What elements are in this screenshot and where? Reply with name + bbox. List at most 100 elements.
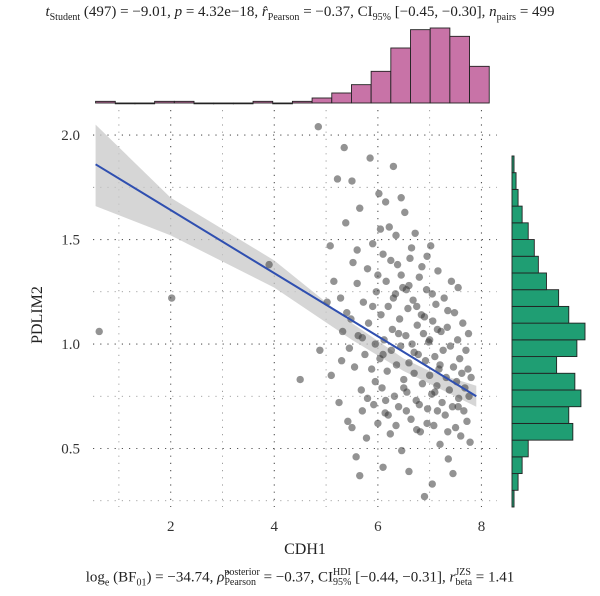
scatter-point: [377, 311, 385, 319]
marginal-y-bar: [511, 305, 570, 324]
scatter-point: [401, 208, 409, 217]
marginal-y-bar: [511, 489, 515, 508]
scatter-point: [428, 290, 436, 298]
p-value: = 4.32e−18,: [182, 4, 262, 20]
scatter-point: [449, 469, 457, 478]
n-symbol: n: [489, 4, 497, 20]
scatter-point: [464, 365, 472, 373]
scatter-point: [448, 403, 457, 411]
r-sub: Pearson: [267, 12, 300, 23]
marginal-y-bar: [511, 322, 586, 341]
marginal-y-histogram: [511, 155, 586, 508]
scatter-point: [392, 231, 400, 240]
scatter-point: [379, 250, 387, 258]
scatter-point: [454, 403, 462, 411]
scatter-point: [457, 432, 465, 440]
scatter-point: [410, 348, 418, 357]
scatter-point: [431, 388, 439, 396]
bf-value: ) = −34.74,: [146, 569, 218, 586]
marginal-y-bar: [511, 356, 558, 374]
marginal-y-bar: [511, 372, 576, 391]
hdi-sup: HDI: [333, 567, 351, 578]
scatter-point: [409, 296, 417, 304]
scatter-point: [387, 346, 396, 354]
scatter-point: [356, 204, 364, 212]
marginal-x-bar: [311, 97, 333, 104]
scatter-point: [433, 382, 441, 390]
y-axis-title: PDLIM2: [29, 286, 46, 344]
scatter-point: [340, 143, 348, 152]
marginal-x-bar: [331, 92, 352, 104]
scatter-point: [348, 423, 356, 432]
scatter-point: [372, 288, 381, 296]
scatter-point: [407, 244, 416, 252]
scatter-point: [423, 419, 431, 428]
log-label: log: [85, 569, 105, 586]
scatter-point: [381, 396, 390, 405]
scatter-point: [449, 363, 458, 371]
scatter-point: [390, 392, 399, 400]
scatter-point: [438, 398, 446, 407]
marginal-y-bar: [511, 205, 523, 224]
scatter-point: [348, 177, 356, 185]
rho-symbol: ρ̂: [217, 569, 225, 586]
scatter-point: [327, 371, 335, 380]
scatter-point: [374, 271, 382, 279]
scatter-point: [434, 267, 442, 275]
scatter-point: [406, 254, 414, 263]
marginal-y-bar: [511, 439, 529, 458]
scatter-point: [352, 453, 360, 461]
marginal-x-bar: [410, 29, 431, 104]
grid: [93, 110, 497, 507]
scatter-point: [376, 225, 385, 233]
scatter-point: [383, 367, 391, 375]
marginal-x-bar: [134, 102, 156, 105]
scatter-point: [465, 392, 473, 400]
x-tick-label: 8: [478, 519, 486, 535]
marginal-y-bar: [511, 339, 578, 358]
scatter-point: [350, 363, 359, 371]
scatter-point: [402, 331, 410, 340]
confidence-band: [95, 124, 477, 407]
scatter-point: [450, 308, 459, 317]
hdi-value: [−0.44, −0.31],: [351, 569, 450, 586]
p-symbol: p: [174, 4, 183, 20]
scatter-point: [467, 373, 475, 382]
scatter-point: [427, 242, 435, 250]
x-axis-title: CDH1: [284, 541, 326, 558]
scatter-point: [459, 319, 467, 327]
rbeta-sub: beta: [455, 577, 473, 588]
marginal-y-bar: [511, 188, 519, 207]
n-value: = 499: [516, 4, 555, 20]
scatter-point: [447, 277, 456, 286]
scatter-point: [358, 407, 367, 415]
scatter-point: [296, 375, 304, 384]
scatter-point: [397, 194, 405, 202]
scatter-point: [330, 277, 338, 286]
scatter-point: [432, 300, 440, 309]
scatter-point: [451, 423, 460, 432]
scatter-point: [402, 285, 411, 294]
scatter-point: [462, 346, 470, 354]
regression-line: [95, 163, 477, 398]
scatter-point: [440, 294, 448, 302]
scatter-point: [397, 271, 405, 279]
scatter-point: [453, 336, 462, 344]
scatter-point: [363, 394, 372, 403]
scatter-point: [413, 321, 421, 329]
scatter-point: [370, 400, 378, 409]
frequentist-stats-subtitle: tStudent (497) = −9.01, p = 4.32e−18, r̂…: [0, 4, 600, 23]
scatter-point: [378, 384, 386, 392]
scatter-point: [386, 430, 395, 438]
scatter-point: [367, 365, 376, 373]
scatter-point: [413, 302, 421, 311]
marginal-y-bar: [511, 222, 529, 240]
marginal-x-bar: [370, 70, 392, 104]
scatter-point: [400, 384, 408, 392]
scatter-point: [357, 386, 365, 394]
scatter-point: [410, 369, 418, 377]
marginal-x-bar: [252, 100, 274, 104]
marginal-x-bar: [272, 102, 293, 105]
scatter-point: [428, 480, 436, 488]
scatter-point: [364, 319, 373, 327]
